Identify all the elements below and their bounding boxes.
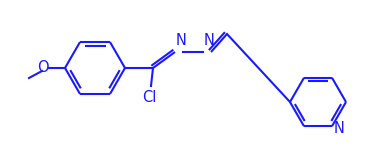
Text: N: N (204, 33, 215, 48)
Text: N: N (334, 121, 345, 136)
Text: Cl: Cl (142, 90, 156, 105)
Text: N: N (176, 33, 187, 48)
Text: O: O (38, 60, 49, 75)
